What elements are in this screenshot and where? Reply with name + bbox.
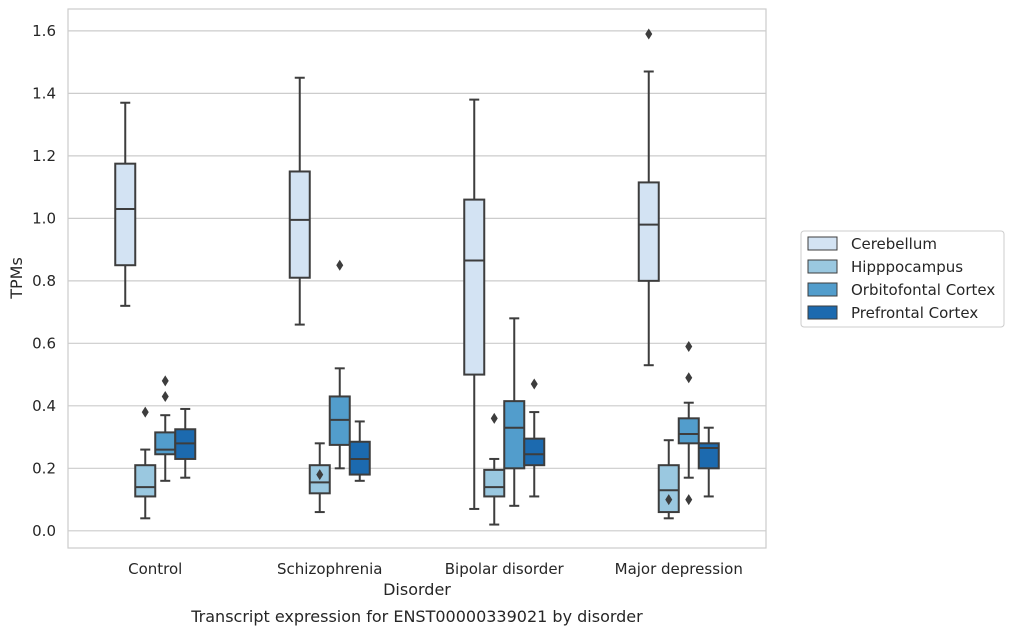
x-tick-label: Control <box>128 560 182 578</box>
y-tick-label: 1.2 <box>32 147 56 165</box>
box-0-3 <box>174 407 197 479</box>
plot-frame <box>67 8 767 549</box>
box-1-0 <box>288 76 311 326</box>
outlier-point <box>685 340 693 352</box>
iqr-box <box>637 181 660 282</box>
legend-item: Cerebellum <box>807 235 937 253</box>
legend-label: Orbitofontal Cortex <box>851 281 995 299</box>
iqr-box <box>154 431 177 456</box>
x-tick-label: Major depression <box>615 560 743 578</box>
iqr-box <box>288 170 311 279</box>
outlier-point <box>161 375 169 387</box>
y-axis-title: TPMs <box>7 257 26 300</box>
box-2-1 <box>483 412 506 526</box>
legend-swatch <box>807 282 838 297</box>
box-0-0 <box>114 101 137 307</box>
y-tick-label: 1.6 <box>32 22 56 40</box>
y-tick-label: 1.4 <box>32 84 56 102</box>
legend-label: Hipppocampus <box>851 258 963 276</box>
box-2-0 <box>463 98 486 510</box>
box-3-2 <box>677 340 700 506</box>
box-3-0 <box>637 28 660 367</box>
legend-swatch <box>807 259 838 274</box>
iqr-box <box>134 464 157 498</box>
outlier-point <box>490 412 498 424</box>
legend-label: Prefrontal Cortex <box>851 304 978 322</box>
outlier-point <box>645 28 653 40</box>
y-tick-label: 0.8 <box>32 272 56 290</box>
outlier-point <box>316 469 324 481</box>
y-tick-label: 1.0 <box>32 209 56 227</box>
outlier-point <box>161 390 169 402</box>
outlier-point <box>665 494 673 506</box>
box-2-2 <box>503 317 526 507</box>
box-0-1 <box>134 406 157 520</box>
outlier-point <box>336 259 344 271</box>
box-1-1 <box>308 442 331 514</box>
iqr-box <box>677 417 700 445</box>
legend-item: Prefrontal Cortex <box>807 304 978 322</box>
box-1-3 <box>348 420 371 482</box>
legend-swatch <box>807 236 838 251</box>
iqr-box <box>483 468 506 498</box>
x-tick-label: Schizophrenia <box>277 560 382 578</box>
y-tick-label: 0.6 <box>32 334 56 352</box>
chart-caption: Transcript expression for ENST0000033902… <box>190 607 643 626</box>
iqr-box <box>463 198 486 376</box>
x-tick-label: Bipolar disorder <box>445 560 565 578</box>
outlier-point <box>530 378 538 390</box>
y-tick-label: 0.4 <box>32 397 56 415</box>
box-3-1 <box>657 439 680 520</box>
iqr-box <box>503 400 526 470</box>
outlier-point <box>685 494 693 506</box>
x-axis-title: Disorder <box>383 580 451 599</box>
box-1-2 <box>328 259 351 470</box>
outlier-point <box>141 406 149 418</box>
legend-item: Hipppocampus <box>807 258 963 276</box>
iqr-box <box>697 442 720 470</box>
box-3-3 <box>697 426 720 498</box>
box-series <box>114 28 720 526</box>
iqr-box <box>523 437 546 467</box>
y-tick-label: 0.0 <box>32 522 56 540</box>
box-2-3 <box>523 378 546 498</box>
x-tick-labels: Control Schizophrenia Bipolar disorder Majo… <box>128 560 743 578</box>
legend-label: Cerebellum <box>851 235 937 253</box>
legend: Cerebellum Hipppocampus Orbitofontal Corte… <box>800 230 1005 328</box>
y-tick-label: 0.2 <box>32 459 56 477</box>
y-tick-labels: 0.0 0.2 0.4 0.6 0.8 1.0 1.2 1.4 1.6 <box>32 22 56 540</box>
legend-item: Orbitofontal Cortex <box>807 281 995 299</box>
iqr-box <box>114 162 137 267</box>
legend-frame <box>800 230 1005 328</box>
legend-swatch <box>807 305 838 320</box>
iqr-box <box>657 464 680 514</box>
outlier-point <box>685 372 693 384</box>
